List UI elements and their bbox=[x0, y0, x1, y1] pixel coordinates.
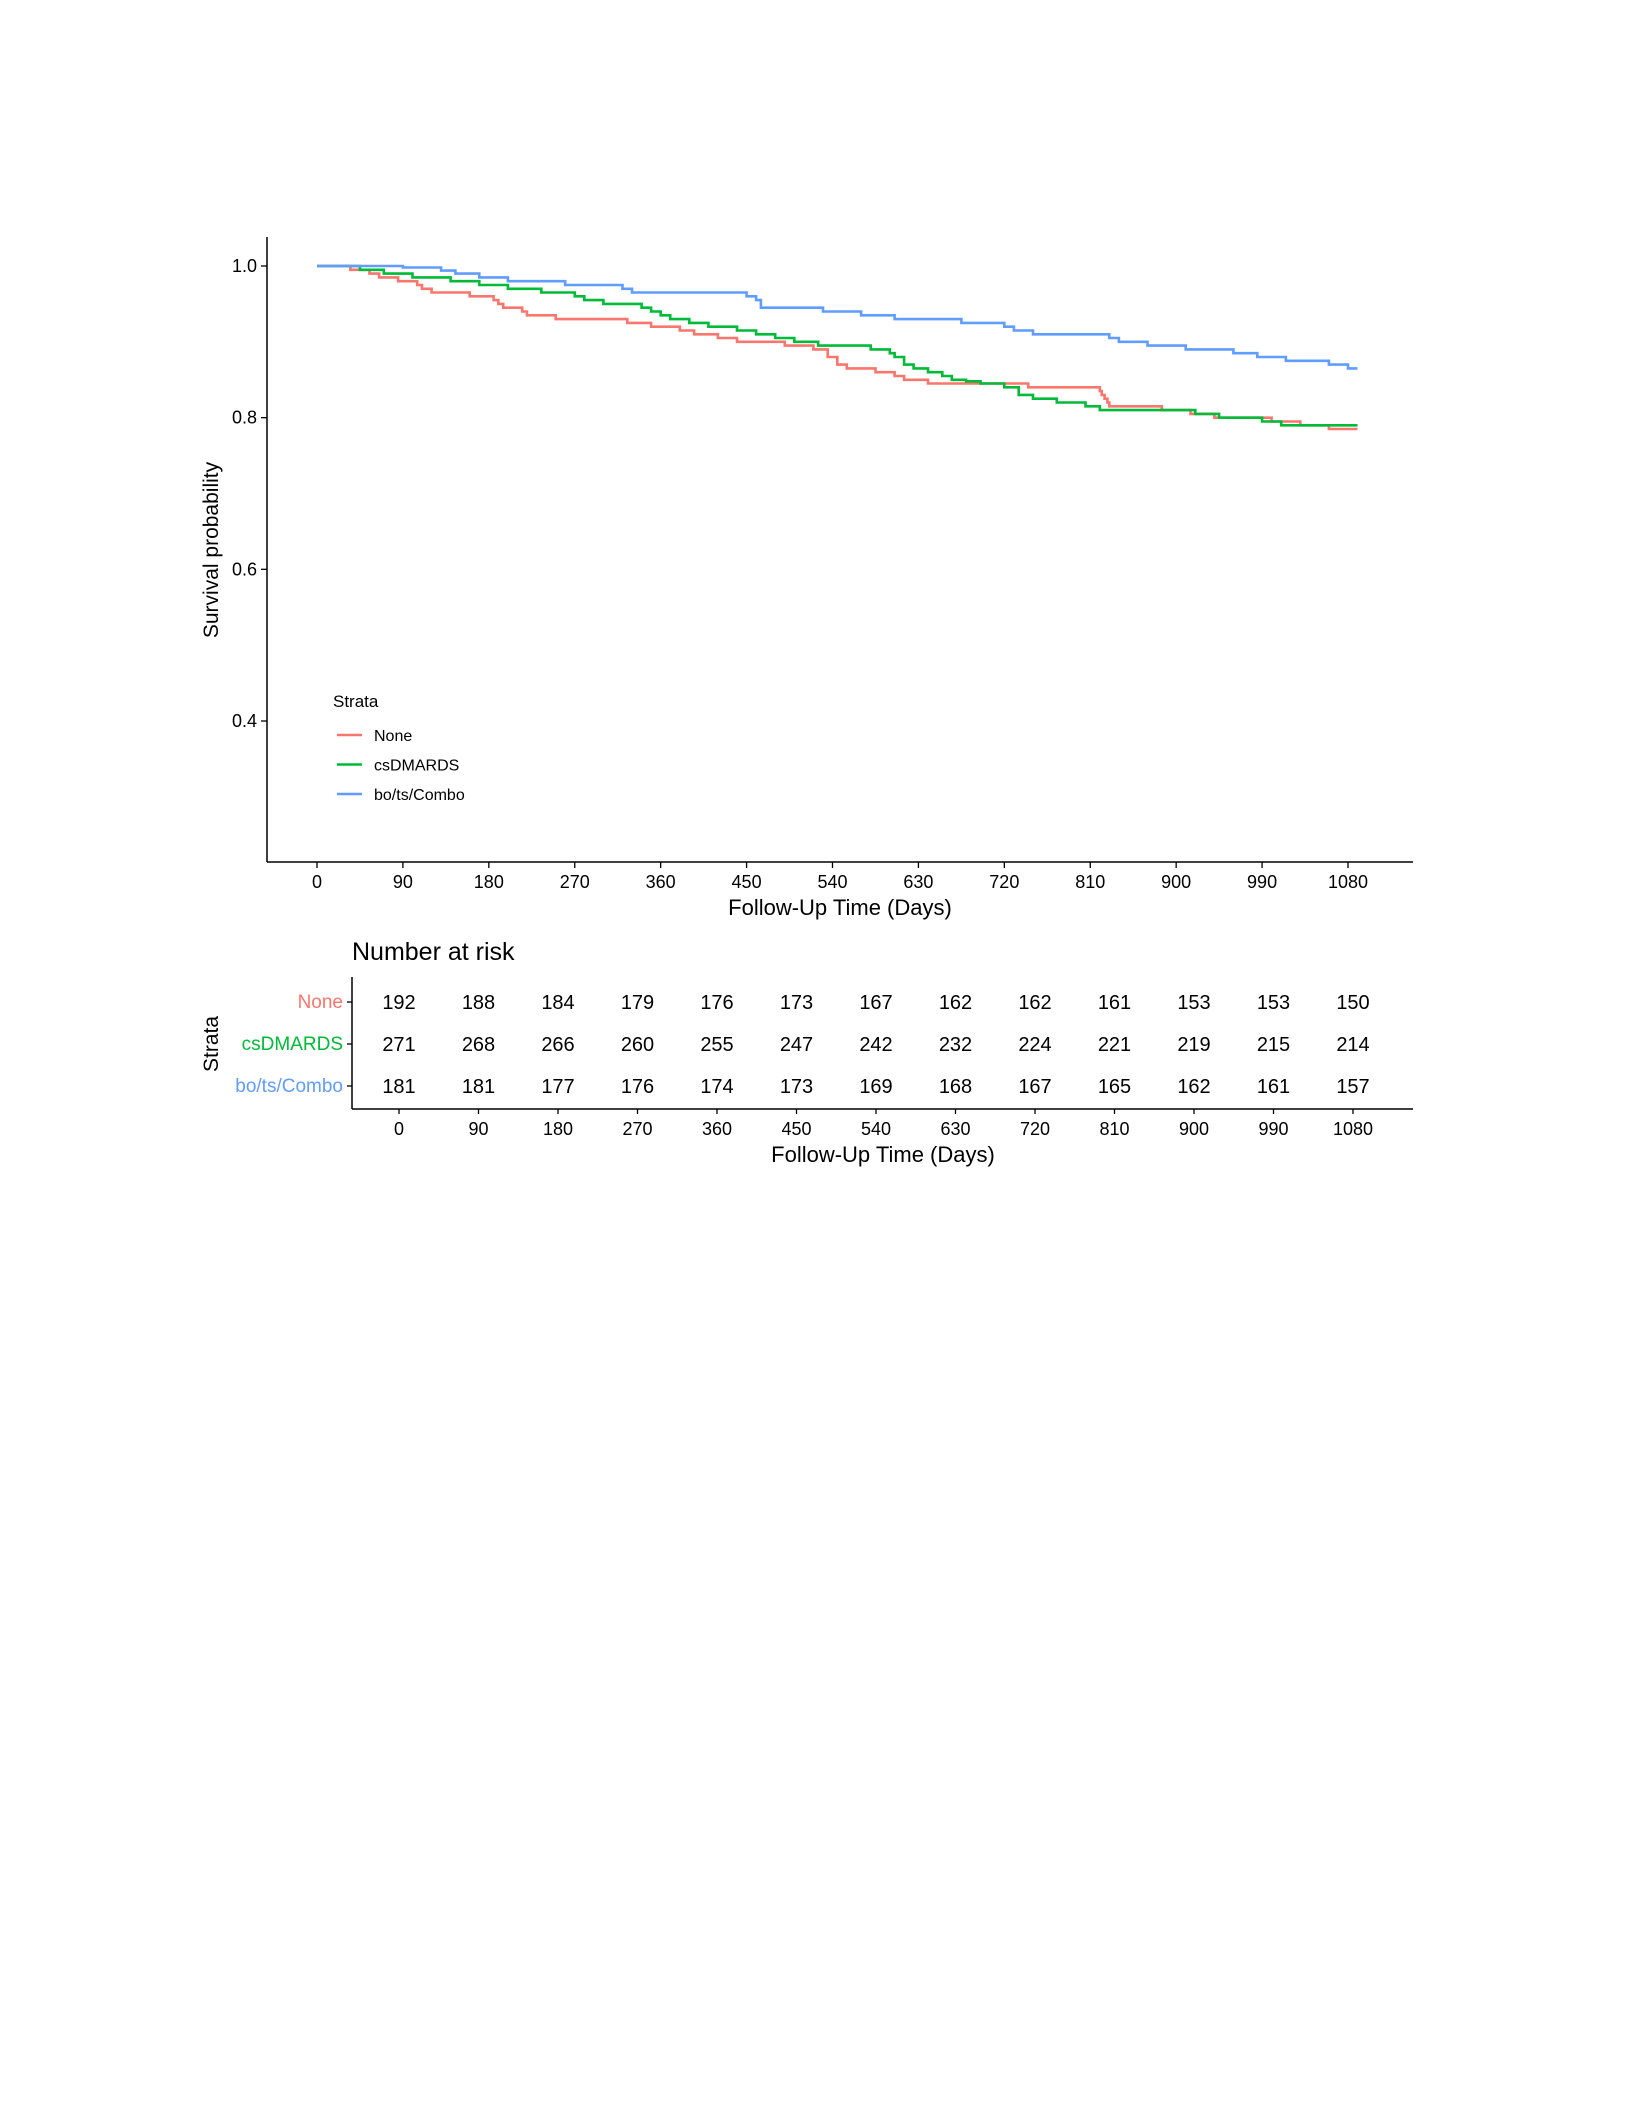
table-x-tick-label: 900 bbox=[1179, 1119, 1209, 1139]
table-row-label: None bbox=[298, 992, 343, 1013]
y-tick-label: 0.8 bbox=[232, 408, 257, 428]
table-cell: 167 bbox=[859, 992, 892, 1014]
y-tick-label: 0.4 bbox=[232, 711, 257, 731]
table-cell: 167 bbox=[1018, 1076, 1051, 1098]
table-cell: 150 bbox=[1336, 992, 1369, 1014]
table-cell: 162 bbox=[939, 992, 972, 1014]
table-cell: 268 bbox=[462, 1034, 495, 1056]
table-x-tick-label: 270 bbox=[622, 1119, 652, 1139]
table-x-tick-label: 540 bbox=[861, 1119, 891, 1139]
x-tick-label: 1080 bbox=[1328, 872, 1368, 892]
x-axis-title: Follow-Up Time (Days) bbox=[728, 895, 952, 920]
table-row-label: csDMARDS bbox=[242, 1034, 343, 1055]
table-x-tick-label: 360 bbox=[702, 1119, 732, 1139]
table-cell: 181 bbox=[382, 1076, 415, 1098]
y-tick-label: 0.6 bbox=[232, 559, 257, 579]
number-at-risk-table: Number at risk None 192 188 184 179 176 173 167 1… bbox=[200, 938, 1413, 1167]
table-cell: 168 bbox=[939, 1076, 972, 1098]
x-tick-label: 450 bbox=[732, 872, 762, 892]
y-axis-title: Survival probability bbox=[200, 461, 223, 638]
table-cell: 174 bbox=[700, 1076, 733, 1098]
x-tick-label: 0 bbox=[312, 872, 322, 892]
table-cell: 215 bbox=[1257, 1034, 1290, 1056]
x-tick-label: 900 bbox=[1161, 872, 1191, 892]
table-cell: 177 bbox=[541, 1076, 574, 1098]
x-tick-label: 810 bbox=[1075, 872, 1105, 892]
survival-curve-csdmards bbox=[317, 264, 1358, 427]
table-cell: 173 bbox=[780, 1076, 813, 1098]
table-x-tick-label: 450 bbox=[781, 1119, 811, 1139]
table-cell: 179 bbox=[621, 992, 654, 1014]
table-cell: 219 bbox=[1177, 1034, 1210, 1056]
table-cell: 255 bbox=[700, 1034, 733, 1056]
survival-curve-none bbox=[317, 264, 1358, 431]
x-tick-label: 720 bbox=[989, 872, 1019, 892]
table-x-tick-label: 810 bbox=[1099, 1119, 1129, 1139]
table-cell: 271 bbox=[382, 1034, 415, 1056]
legend-entry-label: None bbox=[374, 728, 412, 745]
table-cell: 181 bbox=[462, 1076, 495, 1098]
table-row-label: bo/ts/Combo bbox=[235, 1076, 343, 1097]
legend: Strata None csDMARDS bo/ts/Combo bbox=[333, 692, 465, 804]
table-title: Number at risk bbox=[352, 938, 515, 966]
x-tick-label: 540 bbox=[817, 872, 847, 892]
table-cell: 173 bbox=[780, 992, 813, 1014]
x-tick-label: 270 bbox=[560, 872, 590, 892]
table-cell: 232 bbox=[939, 1034, 972, 1056]
table-cell: 192 bbox=[382, 992, 415, 1014]
x-tick-label: 180 bbox=[474, 872, 504, 892]
table-cell: 162 bbox=[1018, 992, 1051, 1014]
table-x-tick-label: 1080 bbox=[1333, 1119, 1373, 1139]
table-cell: 162 bbox=[1177, 1076, 1210, 1098]
table-cell: 221 bbox=[1098, 1034, 1131, 1056]
table-cell: 184 bbox=[541, 992, 574, 1014]
legend-entry-label: csDMARDS bbox=[374, 758, 459, 775]
table-cell: 161 bbox=[1257, 1076, 1290, 1098]
survival-curve-bo-ts-combo bbox=[317, 264, 1358, 370]
x-tick-label: 90 bbox=[393, 872, 413, 892]
x-tick-label: 990 bbox=[1247, 872, 1277, 892]
table-x-tick-label: 180 bbox=[543, 1119, 573, 1139]
x-tick-label: 630 bbox=[903, 872, 933, 892]
table-x-tick-label: 990 bbox=[1258, 1119, 1288, 1139]
table-y-axis-title: Strata bbox=[200, 1016, 223, 1072]
table-x-tick-label: 0 bbox=[394, 1119, 404, 1139]
table-cell: 157 bbox=[1336, 1076, 1369, 1098]
table-cell: 153 bbox=[1177, 992, 1210, 1014]
table-cell: 224 bbox=[1018, 1034, 1051, 1056]
table-cell: 214 bbox=[1336, 1034, 1369, 1056]
table-cell: 188 bbox=[462, 992, 495, 1014]
table-cell: 242 bbox=[859, 1034, 892, 1056]
table-x-tick-label: 630 bbox=[940, 1119, 970, 1139]
table-cell: 176 bbox=[621, 1076, 654, 1098]
table-cell: 153 bbox=[1257, 992, 1290, 1014]
table-cell: 165 bbox=[1098, 1076, 1131, 1098]
x-tick-label: 360 bbox=[646, 872, 676, 892]
kaplan-meier-figure: 0.4 0.6 0.8 1.0 0 90 180 270 360 450 540 630 720 810 9… bbox=[200, 237, 1413, 1167]
table-x-tick-label: 720 bbox=[1020, 1119, 1050, 1139]
legend-title: Strata bbox=[333, 692, 379, 711]
survival-plot: 0.4 0.6 0.8 1.0 0 90 180 270 360 450 540 630 720 810 9… bbox=[200, 237, 1413, 920]
y-tick-label: 1.0 bbox=[232, 256, 257, 276]
table-cell: 176 bbox=[700, 992, 733, 1014]
table-cell: 247 bbox=[780, 1034, 813, 1056]
table-cell: 169 bbox=[859, 1076, 892, 1098]
table-cell: 161 bbox=[1098, 992, 1131, 1014]
legend-entry-label: bo/ts/Combo bbox=[374, 787, 465, 804]
table-x-axis-title: Follow-Up Time (Days) bbox=[771, 1142, 995, 1167]
table-cell: 260 bbox=[621, 1034, 654, 1056]
table-cell: 266 bbox=[541, 1034, 574, 1056]
table-x-tick-label: 90 bbox=[468, 1119, 488, 1139]
